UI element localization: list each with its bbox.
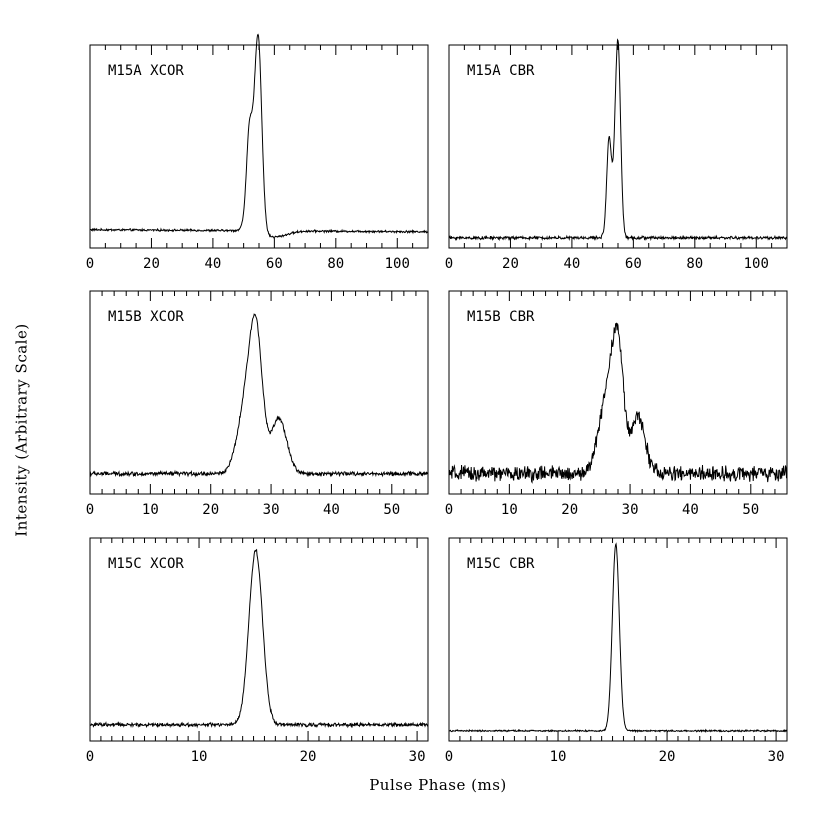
x-tick-label: 20 <box>143 256 160 272</box>
x-tick-label: 40 <box>204 256 221 272</box>
panel-m15c-xcor: 0 10 20 30 M15C XCOR <box>86 537 429 765</box>
x-tick-label: 0 <box>86 749 94 765</box>
x-tick-label: 0 <box>86 502 94 518</box>
panel-label: M15A CBR <box>467 63 535 79</box>
figure-y-axis-label: Intensity (Arbitrary Scale) <box>2 150 42 710</box>
x-tick-label: 40 <box>563 256 580 272</box>
x-tick-label: 30 <box>263 502 280 518</box>
x-tick-label: 40 <box>323 502 340 518</box>
x-tick-label: 20 <box>659 749 676 765</box>
x-tick-label: 100 <box>385 256 410 272</box>
plot-frame <box>89 537 429 742</box>
panel-label: M15B XCOR <box>108 309 184 325</box>
x-tick-label: 30 <box>768 749 785 765</box>
x-tick-label: 20 <box>502 256 519 272</box>
profile-line <box>89 548 429 729</box>
x-tick-label: 0 <box>445 502 453 518</box>
panel-m15a-cbr: 0 20 40 60 80 100 M15A CBR <box>445 38 788 272</box>
profile-line <box>89 33 429 239</box>
x-tick-label: 80 <box>686 256 703 272</box>
panel-m15c-cbr: 0 10 20 30 M15C CBR <box>445 537 788 765</box>
x-tick-label: 30 <box>622 502 639 518</box>
x-tick-label: 10 <box>550 749 567 765</box>
profile-line <box>89 313 429 478</box>
panel-m15a-xcor: 0 20 40 60 80 100 M15A XCOR <box>86 33 429 272</box>
x-tick-label: 60 <box>625 256 642 272</box>
plot-frame <box>448 537 788 742</box>
panel-label: M15C CBR <box>467 556 535 572</box>
y-axis-label-text: Intensity (Arbitrary Scale) <box>13 323 31 537</box>
profile-line <box>448 322 788 484</box>
x-tick-label: 40 <box>682 502 699 518</box>
x-tick-label: 50 <box>742 502 759 518</box>
figure-x-axis-label: Pulse Phase (ms) <box>369 776 507 794</box>
x-tick-label: 30 <box>409 749 426 765</box>
x-tick-label: 20 <box>300 749 317 765</box>
x-tick-label: 10 <box>142 502 159 518</box>
x-tick-label: 20 <box>202 502 219 518</box>
panel-label: M15A XCOR <box>108 63 184 79</box>
x-tick-label: 80 <box>327 256 344 272</box>
x-tick-label: 0 <box>445 749 453 765</box>
x-tick-label: 10 <box>191 749 208 765</box>
panel-label: M15C XCOR <box>108 556 184 572</box>
x-tick-label: 10 <box>501 502 518 518</box>
panel-m15b-xcor: 0 10 20 30 40 50 M15B XCOR <box>86 290 429 518</box>
profile-line <box>448 38 788 242</box>
profile-line <box>448 542 788 734</box>
x-tick-label: 0 <box>445 256 453 272</box>
x-tick-label: 50 <box>383 502 400 518</box>
panel-m15b-cbr: 0 10 20 30 40 50 M15B CBR <box>445 290 788 518</box>
x-tick-label: 60 <box>266 256 283 272</box>
panel-label: M15B CBR <box>467 309 535 325</box>
x-tick-label: 0 <box>86 256 94 272</box>
x-tick-label: 20 <box>561 502 578 518</box>
x-tick-label: 100 <box>744 256 769 272</box>
